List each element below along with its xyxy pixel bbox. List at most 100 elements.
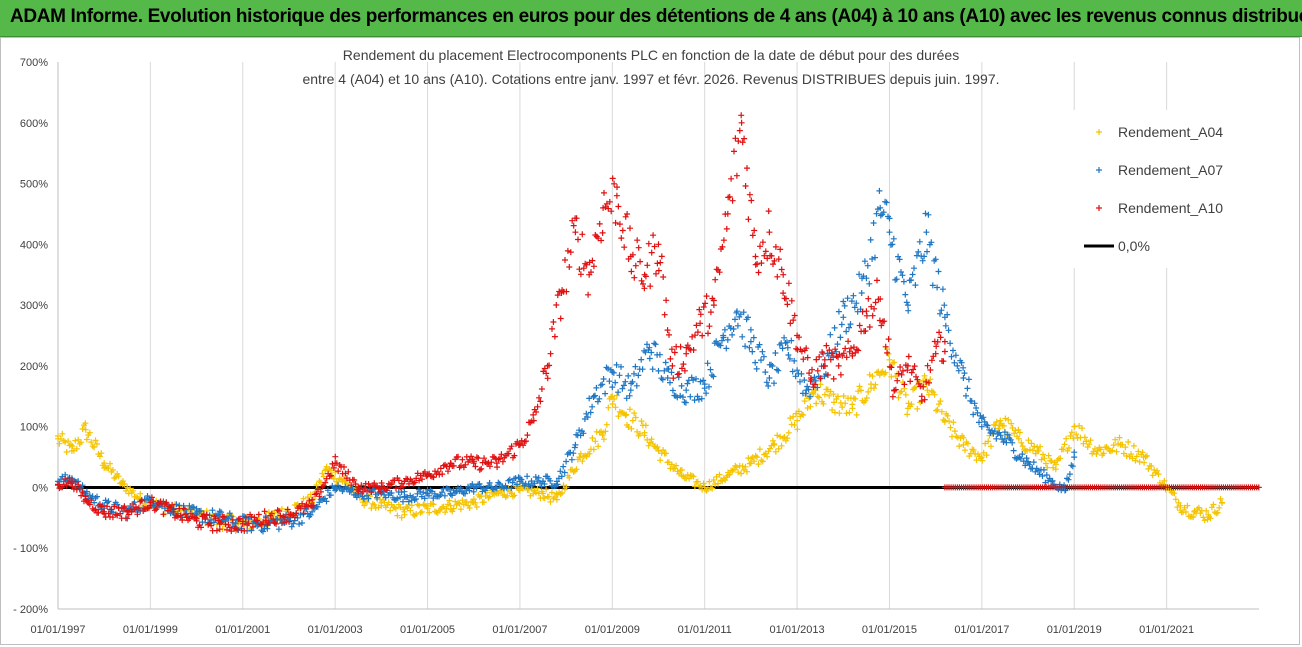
data-point — [547, 498, 554, 505]
data-point — [690, 377, 697, 384]
data-point — [524, 473, 531, 480]
data-point — [1042, 460, 1049, 467]
data-point — [780, 290, 787, 297]
data-point — [895, 394, 902, 401]
data-point — [882, 343, 889, 350]
data-point — [1100, 450, 1107, 457]
data-point — [465, 483, 471, 490]
data-point — [1065, 476, 1072, 483]
data-point — [1040, 451, 1046, 458]
data-point — [1041, 455, 1048, 462]
legend: Rendement_A04 Rendement_A07 Rendement_A10 0… — [1056, 110, 1246, 268]
data-point — [951, 359, 958, 366]
data-point — [276, 508, 282, 514]
data-point — [826, 347, 833, 354]
data-point — [1001, 422, 1007, 429]
data-point — [892, 386, 899, 393]
data-point — [665, 365, 672, 372]
data-point — [911, 265, 917, 272]
data-point — [371, 501, 378, 508]
data-point — [921, 253, 928, 260]
data-point — [476, 466, 483, 473]
data-point — [1040, 466, 1047, 473]
data-point — [693, 322, 700, 329]
data-point — [508, 443, 515, 450]
data-point — [941, 348, 948, 355]
data-point — [902, 391, 909, 398]
data-point — [1093, 451, 1100, 457]
data-point — [580, 265, 587, 272]
data-point — [813, 400, 820, 407]
data-point — [891, 359, 898, 366]
data-point — [716, 269, 723, 276]
data-point — [410, 511, 417, 518]
data-point — [963, 392, 969, 399]
data-point — [752, 253, 759, 260]
data-point — [563, 484, 570, 491]
data-point — [218, 519, 225, 526]
data-point — [523, 438, 529, 445]
data-point — [811, 374, 818, 381]
data-point — [670, 375, 677, 382]
y-tick-label: - 100% — [13, 543, 48, 555]
data-point — [1029, 447, 1036, 454]
data-point — [407, 492, 414, 499]
data-point — [297, 505, 304, 512]
data-point — [749, 348, 756, 355]
data-point — [1010, 447, 1017, 454]
data-point — [684, 342, 691, 349]
data-point — [897, 364, 904, 370]
data-point — [218, 509, 225, 516]
data-point — [641, 285, 648, 292]
chart-title-line: entre 4 (A04) et 10 ans (A10). Cotations… — [302, 71, 999, 87]
data-point — [579, 458, 586, 465]
data-point — [657, 457, 664, 464]
data-point — [755, 461, 762, 468]
data-point — [936, 401, 942, 408]
data-point — [237, 515, 243, 522]
data-point — [712, 276, 719, 283]
data-point — [710, 477, 717, 483]
data-point — [618, 235, 625, 242]
data-point — [787, 415, 794, 422]
x-tick-label: 01/01/2009 — [585, 624, 640, 636]
data-point — [1057, 455, 1064, 462]
data-point — [160, 511, 167, 518]
data-point — [199, 519, 206, 526]
data-point — [772, 350, 779, 356]
data-point — [800, 412, 807, 418]
data-point — [60, 481, 67, 488]
data-point — [571, 444, 578, 451]
data-point — [1143, 452, 1150, 459]
data-point — [626, 392, 633, 399]
data-point — [922, 210, 929, 217]
data-point — [970, 411, 977, 418]
data-point — [457, 484, 464, 491]
data-point — [250, 523, 256, 530]
data-point — [1068, 429, 1075, 436]
data-point — [310, 502, 317, 509]
data-point — [299, 520, 305, 526]
data-point — [721, 326, 728, 333]
data-point — [702, 300, 709, 307]
data-point — [947, 424, 954, 431]
data-point — [150, 498, 157, 505]
data-point — [876, 317, 883, 324]
data-point — [153, 506, 160, 513]
data-point — [759, 458, 766, 465]
data-point — [621, 244, 628, 251]
data-point — [1050, 464, 1057, 471]
data-point — [426, 509, 433, 516]
data-point — [563, 288, 570, 295]
data-point — [576, 427, 583, 434]
series-Rendement_A10 — [55, 112, 948, 535]
data-point — [648, 349, 655, 356]
data-point — [300, 495, 307, 502]
data-point — [317, 488, 324, 495]
data-point — [926, 379, 932, 386]
data-point — [684, 380, 691, 387]
data-point — [443, 505, 450, 512]
data-point — [697, 378, 704, 385]
data-point — [612, 404, 619, 411]
data-point — [509, 479, 516, 486]
